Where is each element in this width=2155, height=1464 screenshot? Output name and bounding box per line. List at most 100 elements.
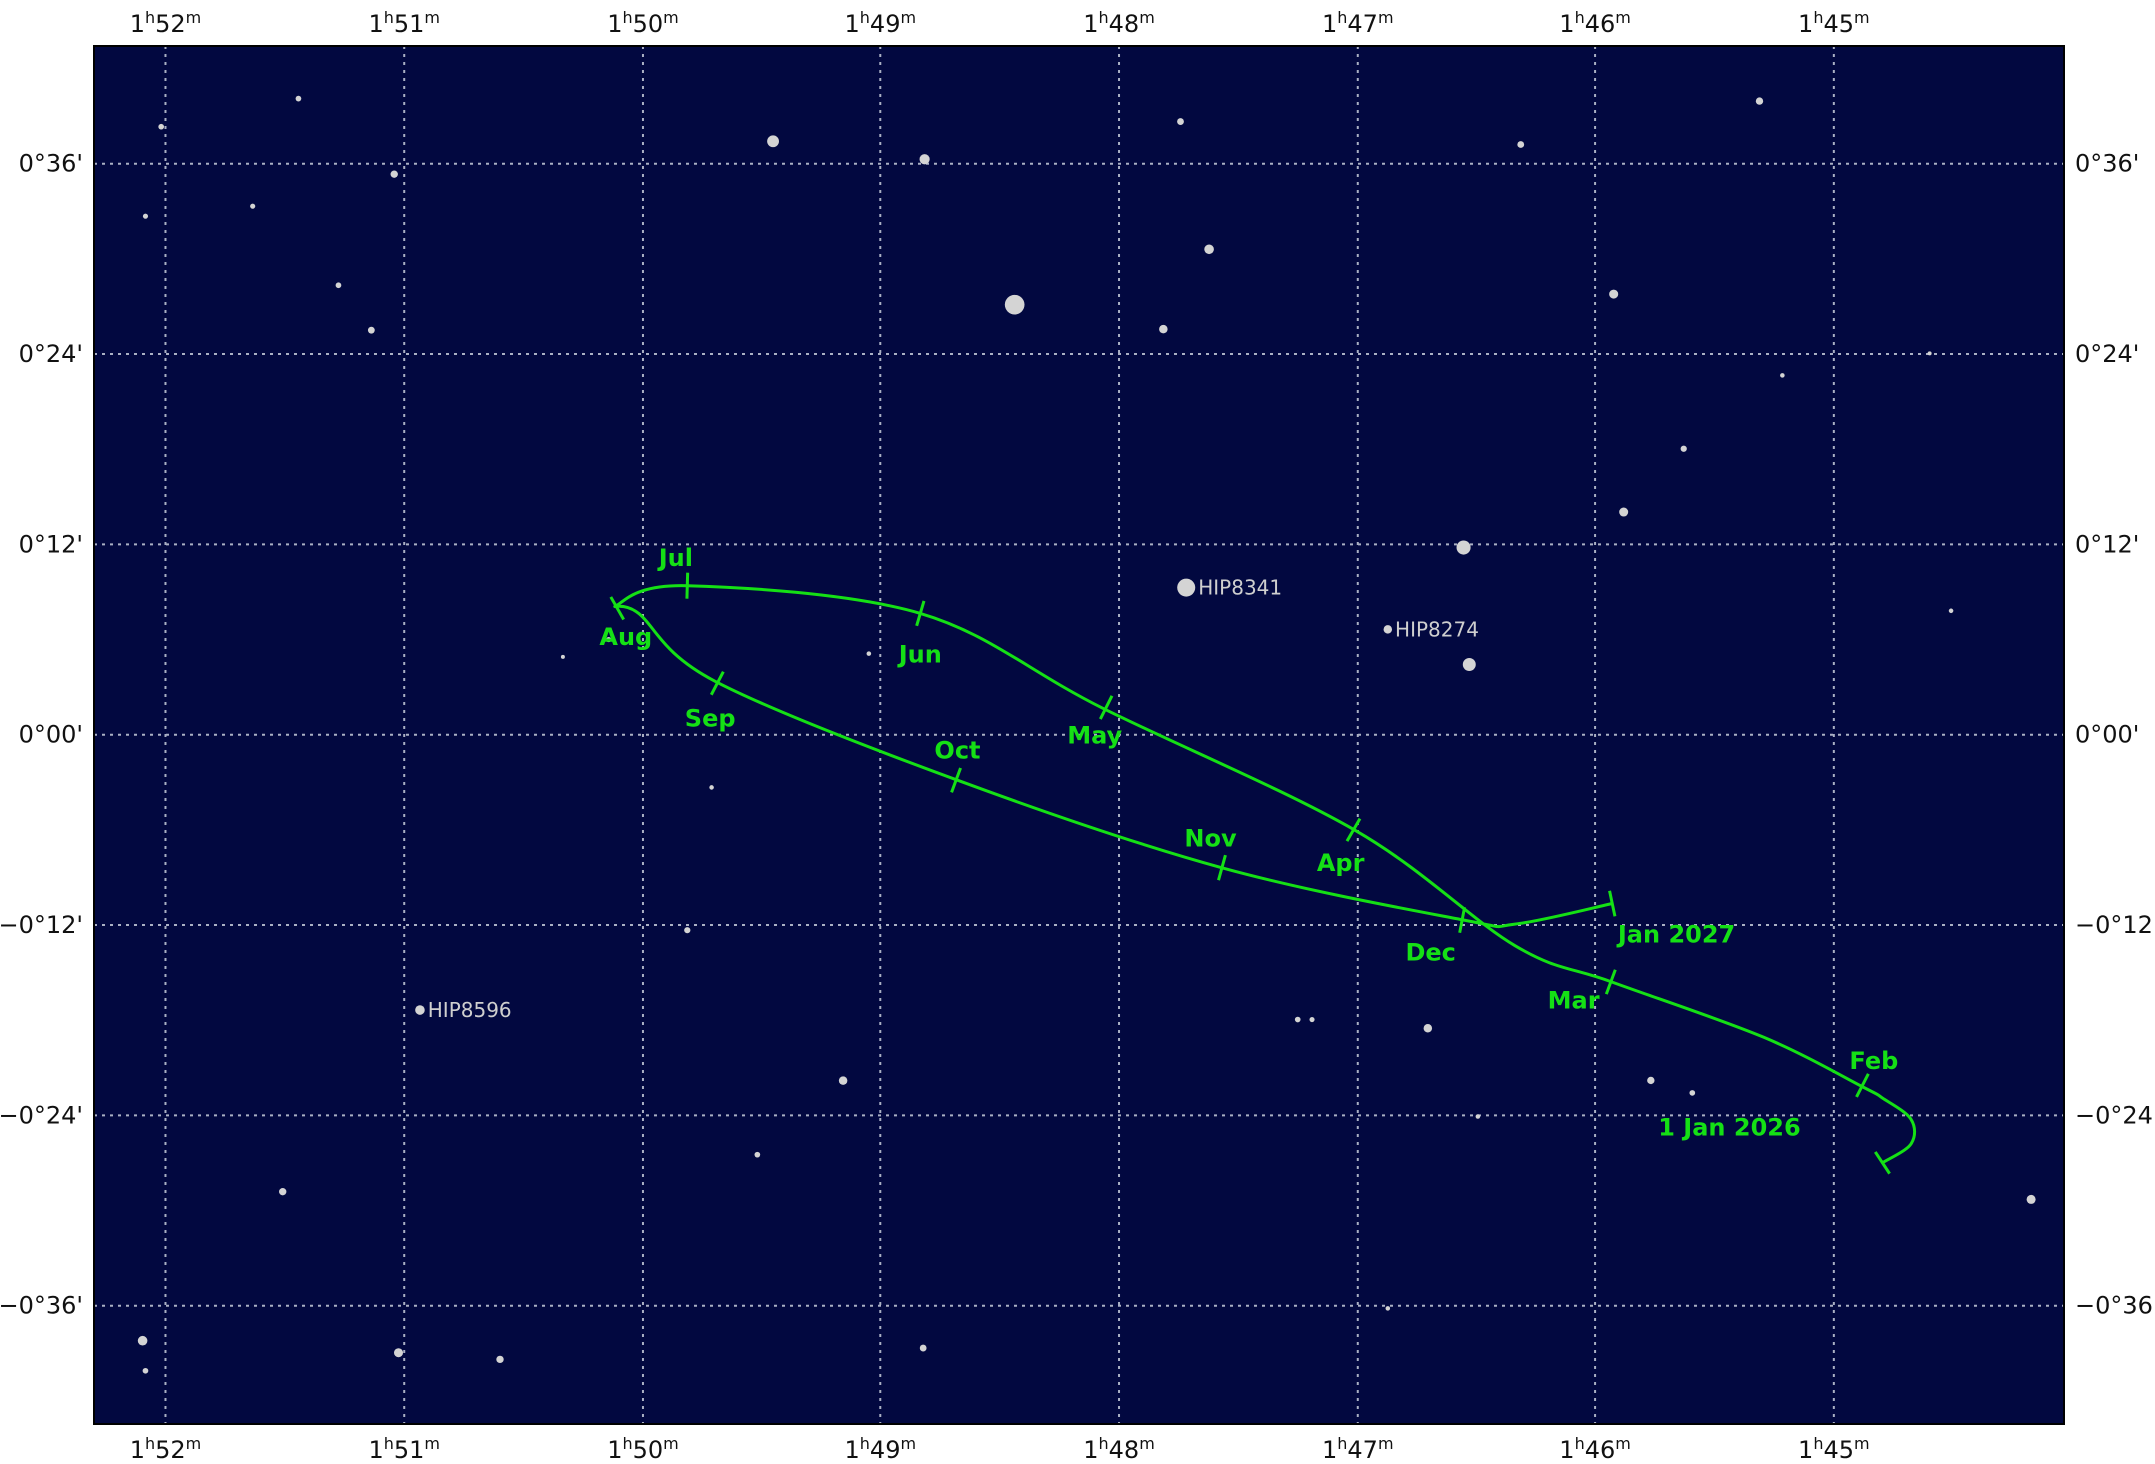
dec-tick-label-left: −0°24' xyxy=(0,1101,83,1129)
star-point xyxy=(767,135,779,148)
dec-tick-label-right: −0°24' xyxy=(2075,1101,2155,1129)
ra-tick-label-top: 1h51m xyxy=(368,8,440,38)
star-point xyxy=(250,203,256,209)
path-label: Feb xyxy=(1849,1047,1898,1075)
star-point xyxy=(1927,351,1932,356)
dec-tick-label-right: −0°36' xyxy=(2075,1292,2155,1320)
dec-tick-label-right: −0°12' xyxy=(2075,911,2155,939)
path-tick xyxy=(1604,969,1617,995)
path-label: Dec xyxy=(1405,939,1455,967)
ra-tick-label-top: 1h48m xyxy=(1083,8,1155,38)
ra-tick-label-bottom: 1h47m xyxy=(1322,1434,1394,1464)
dec-tick-label-right: 0°36' xyxy=(2075,150,2139,178)
star-point xyxy=(606,636,612,643)
star-point xyxy=(919,1344,927,1352)
ra-tick-label-bottom: 1h48m xyxy=(1083,1434,1155,1464)
named-stars: HIP8341 HIP8274 HIP8596 xyxy=(415,576,1479,1022)
ra-tick-label-top: 1h46m xyxy=(1559,8,1631,38)
star-point xyxy=(142,213,149,219)
path-label: Jul xyxy=(657,544,693,572)
path-label: Jan 2027 xyxy=(1616,920,1735,948)
path-label: Oct xyxy=(934,737,980,765)
star-point xyxy=(1159,324,1168,334)
path-labels: 1 Jan 2026 Feb Mar Apr May Jun Jul Aug Sep Oct Nov… xyxy=(599,544,1898,1141)
star-point xyxy=(142,1367,149,1374)
star-point xyxy=(1755,97,1764,105)
grid xyxy=(94,46,2064,1424)
star-point xyxy=(1309,1016,1315,1023)
dec-tick-label-left: 0°24' xyxy=(19,340,83,368)
star-point xyxy=(1204,244,1214,255)
star-point xyxy=(1423,1024,1433,1033)
star-point xyxy=(866,651,872,656)
star-point xyxy=(1385,1306,1391,1311)
star-point xyxy=(684,927,691,934)
star-point xyxy=(1294,1016,1301,1023)
dec-tick-label-left: 0°00' xyxy=(19,721,83,749)
stars xyxy=(137,95,2036,1374)
ra-tick-label-bottom: 1h46m xyxy=(1559,1434,1631,1464)
star-point xyxy=(1475,1114,1481,1119)
dec-tick-label-left: 0°36' xyxy=(19,150,83,178)
star-point xyxy=(390,170,398,178)
ra-tick-label-bottom: 1h45m xyxy=(1798,1434,1870,1464)
star-point xyxy=(496,1355,504,1364)
ra-tick-label-top: 1h52m xyxy=(130,8,202,38)
ra-tick-label-bottom: 1h51m xyxy=(368,1434,440,1464)
star-point xyxy=(1780,373,1785,378)
named-star-label: HIP8341 xyxy=(1198,576,1282,600)
star-point xyxy=(2026,1194,2036,1204)
star-point xyxy=(1517,141,1525,148)
path-tick xyxy=(1345,817,1362,842)
path-tick xyxy=(1099,695,1114,720)
star-point xyxy=(1619,507,1629,517)
dec-tick-label-left: −0°36' xyxy=(0,1292,83,1320)
star-point xyxy=(754,1151,761,1158)
path-tick xyxy=(950,767,962,793)
path-label: Sep xyxy=(685,705,736,733)
dec-tick-label-right: 0°00' xyxy=(2075,721,2139,749)
axes: 1h52m 1h52m 1h51m 1h51m 1h50m 1h50m 1h49m 1h49m… xyxy=(0,8,2155,1464)
plot-frame xyxy=(93,45,2065,1425)
dec-tick-label-right: 0°12' xyxy=(2075,530,2139,558)
named-star-label: HIP8596 xyxy=(428,998,512,1022)
path-label: 1 Jan 2026 xyxy=(1658,1113,1800,1141)
path-tick xyxy=(685,572,690,599)
ra-tick-label-top: 1h49m xyxy=(845,8,917,38)
ra-tick-label-bottom: 1h50m xyxy=(607,1434,679,1464)
path-tick xyxy=(709,671,725,696)
path-label: Mar xyxy=(1548,986,1600,1014)
path-label: Apr xyxy=(1317,849,1365,877)
star-point xyxy=(1004,294,1025,315)
path-label: Nov xyxy=(1184,824,1237,852)
star-point xyxy=(1462,658,1476,671)
comet-path xyxy=(609,572,1917,1175)
ra-tick-label-top: 1h47m xyxy=(1322,8,1394,38)
star-point xyxy=(560,654,565,659)
path-tick xyxy=(609,596,625,621)
star-point xyxy=(1689,1090,1696,1096)
named-star-point xyxy=(1177,578,1196,597)
path-label: May xyxy=(1067,721,1122,749)
star-point xyxy=(1647,1076,1655,1085)
star-point xyxy=(1680,445,1687,452)
star-point xyxy=(158,123,165,130)
path-tick xyxy=(915,600,926,627)
star-point xyxy=(1609,289,1619,299)
path-tick xyxy=(1458,906,1467,934)
star-point xyxy=(1456,540,1471,555)
named-star-point xyxy=(415,1005,425,1015)
ra-tick-label-top: 1h50m xyxy=(607,8,679,38)
star-point xyxy=(295,95,302,102)
ra-tick-label-bottom: 1h52m xyxy=(130,1434,202,1464)
path-tick xyxy=(1608,890,1617,917)
star-point xyxy=(1948,608,1954,614)
star-point xyxy=(709,785,714,790)
star-point xyxy=(137,1335,148,1346)
ra-tick-label-top: 1h45m xyxy=(1798,8,1870,38)
star-point xyxy=(393,1348,404,1358)
named-star-label: HIP8274 xyxy=(1395,617,1479,641)
star-point xyxy=(838,1076,848,1085)
named-star-point xyxy=(1383,625,1393,634)
